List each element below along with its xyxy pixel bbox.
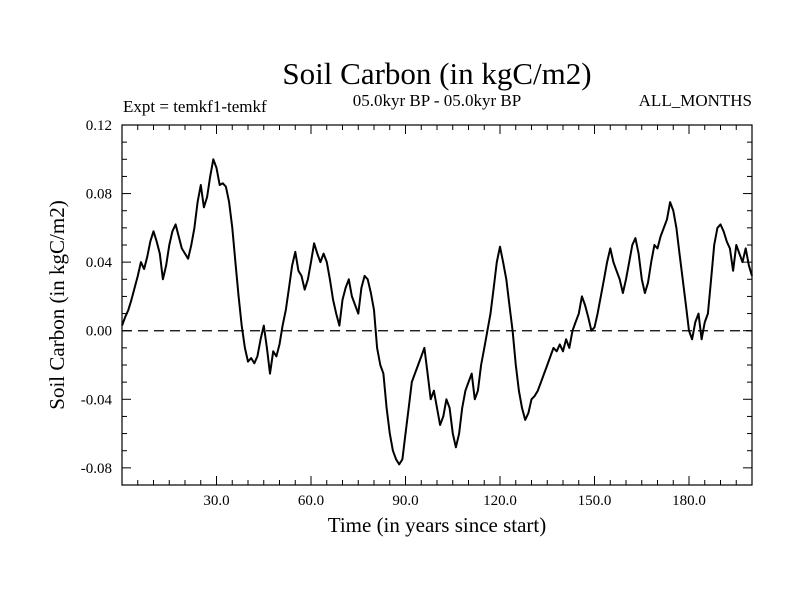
soil-carbon-series-line: [121, 158, 753, 466]
y-axis-tick-labels: -0.08 -0.04 0.00 0.04 0.08 0.12: [81, 118, 113, 477]
y-tick-label: -0.04: [81, 392, 113, 408]
x-tick-label: 60.0: [298, 493, 324, 509]
chart-title: Soil Carbon (in kgC/m2): [282, 56, 591, 91]
x-axis-label: Time (in years since start): [328, 513, 547, 537]
y-tick-label: 0.12: [86, 118, 112, 134]
plot-frame: [121, 124, 753, 486]
y-axis-ticks: [122, 141, 752, 469]
x-tick-label: 90.0: [392, 493, 418, 509]
y-tick-label: 0.00: [86, 324, 112, 340]
subtitle-left: Expt = temkf1-temkf: [123, 97, 267, 116]
y-tick-label: -0.08: [81, 461, 112, 477]
y-tick-label: 0.04: [86, 255, 113, 271]
x-tick-label: 120.0: [483, 493, 517, 509]
y-tick-label: 0.08: [86, 187, 112, 203]
y-axis-label: Soil Carbon (in kgC/m2): [45, 200, 69, 409]
x-tick-label: 150.0: [578, 493, 612, 509]
x-axis-tick-labels: 30.0 60.0 90.0 120.0 150.0 180.0: [203, 493, 706, 509]
x-tick-label: 180.0: [672, 493, 706, 509]
x-tick-label: 30.0: [203, 493, 229, 509]
subtitle-right: ALL_MONTHS: [639, 91, 752, 110]
subtitle-center: 05.0kyr BP - 05.0kyr BP: [353, 91, 521, 110]
x-axis-ticks: [137, 125, 737, 485]
